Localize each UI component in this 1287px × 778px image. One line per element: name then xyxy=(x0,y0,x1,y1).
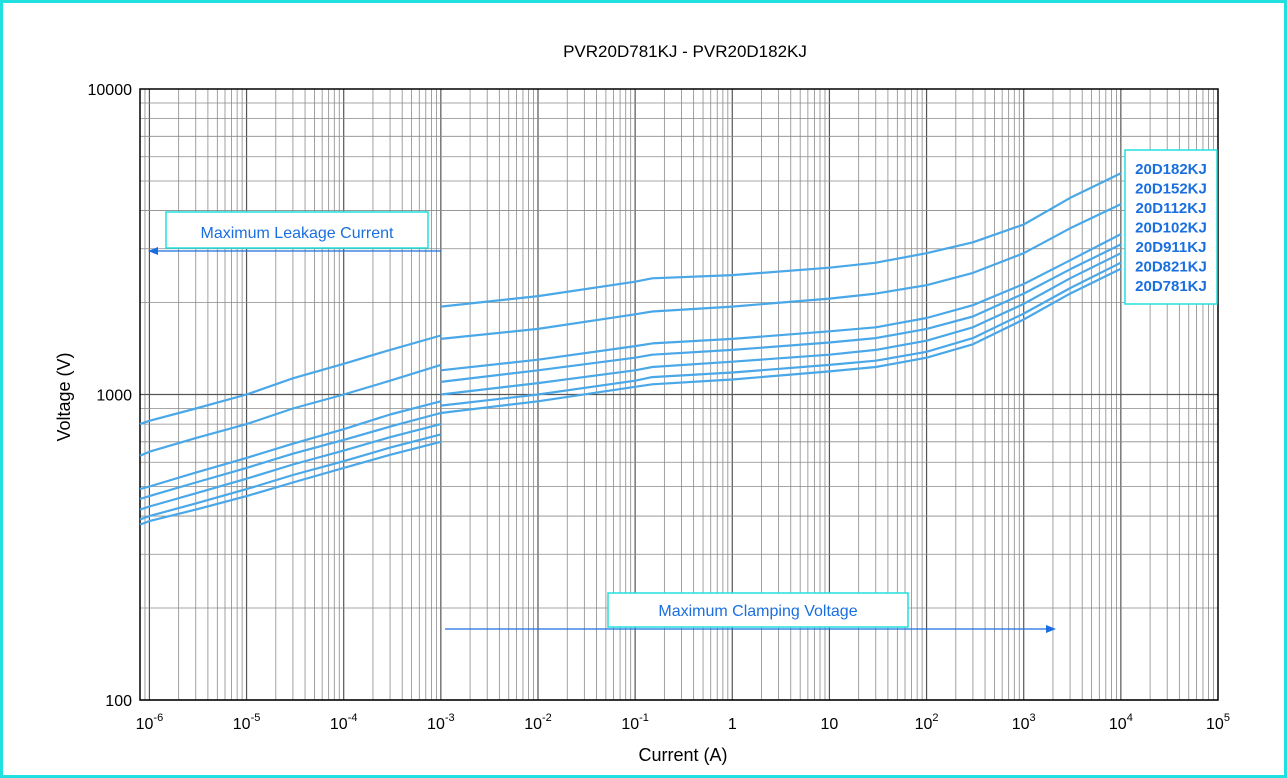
x-tick-label: 10-2 xyxy=(524,712,552,733)
legend-entry: 20D152KJ xyxy=(1135,181,1207,198)
x-axis-label: Current (A) xyxy=(638,745,727,765)
x-tick-label: 105 xyxy=(1206,712,1230,733)
x-tick-label: 10-3 xyxy=(427,712,455,733)
series-line-20D152KJ-clamp xyxy=(440,203,1122,340)
clamping-annotation-label: Maximum Clamping Voltage xyxy=(658,603,857,620)
series-line-20D911KJ-leakage xyxy=(139,423,442,511)
clamping-label-box xyxy=(607,592,909,628)
series-group xyxy=(139,172,1122,526)
series-line-20D821KJ-clamp xyxy=(440,261,1122,407)
series-line-20D182KJ-leakage xyxy=(139,334,442,426)
x-tick-label: 1 xyxy=(728,716,737,733)
x-tick-label: 10-4 xyxy=(330,712,358,733)
y-tick-label: 1000 xyxy=(96,388,132,405)
y-axis-label: Voltage (V) xyxy=(54,352,74,441)
series-line-20D821KJ-leakage xyxy=(139,433,442,521)
y-tick-label: 10000 xyxy=(88,82,133,99)
legend-entry: 20D102KJ xyxy=(1135,220,1207,237)
series-line-20D112KJ-leakage xyxy=(139,400,442,491)
legend-entry: 20D911KJ xyxy=(1136,239,1207,256)
series-line-20D112KJ-clamp xyxy=(440,233,1122,372)
clamping-arrowhead xyxy=(1046,625,1056,633)
series-line-20D781KJ-clamp xyxy=(440,267,1122,415)
x-tick-label: 10-1 xyxy=(621,712,649,733)
series-line-20D182KJ-clamp xyxy=(440,172,1122,308)
series-line-20D152KJ-leakage xyxy=(139,363,442,457)
leakage-label-box xyxy=(165,211,429,249)
series-line-20D102KJ-leakage xyxy=(139,411,442,501)
series-line-20D911KJ-clamp xyxy=(440,252,1122,396)
x-tick-label: 10-6 xyxy=(136,712,164,733)
x-tick-label: 102 xyxy=(915,712,939,733)
chart-title: PVR20D781KJ - PVR20D182KJ xyxy=(563,42,807,61)
y-tick-label: 100 xyxy=(105,693,132,710)
legend-box xyxy=(1124,149,1218,305)
legend-entry: 20D781KJ xyxy=(1135,278,1207,295)
x-tick-label: 103 xyxy=(1012,712,1036,733)
series-line-20D102KJ-clamp xyxy=(440,243,1122,383)
x-tick-label: 104 xyxy=(1109,712,1133,733)
x-tick-label: 10-5 xyxy=(233,712,261,733)
legend-entry: 20D112KJ xyxy=(1136,200,1207,217)
x-tick-label: 10 xyxy=(821,716,839,733)
leakage-annotation-label: Maximum Leakage Current xyxy=(201,225,395,242)
legend-entry: 20D821KJ xyxy=(1135,259,1207,276)
leakage-arrowhead xyxy=(148,247,158,255)
legend: 20D182KJ 20D152KJ 20D112KJ 20D102KJ 20D911KJ… xyxy=(1124,149,1218,305)
plot-area xyxy=(139,88,1219,701)
annotations: Maximum Leakage Current Maximum Clamping … xyxy=(148,211,1056,633)
series-line-20D781KJ-leakage xyxy=(139,440,442,526)
axes: 10-6 10-5 10-4 10-3 10-2 10-1 1 10 102 103 104 105 1… xyxy=(88,82,1230,733)
legend-entry: 20D182KJ xyxy=(1135,161,1207,178)
